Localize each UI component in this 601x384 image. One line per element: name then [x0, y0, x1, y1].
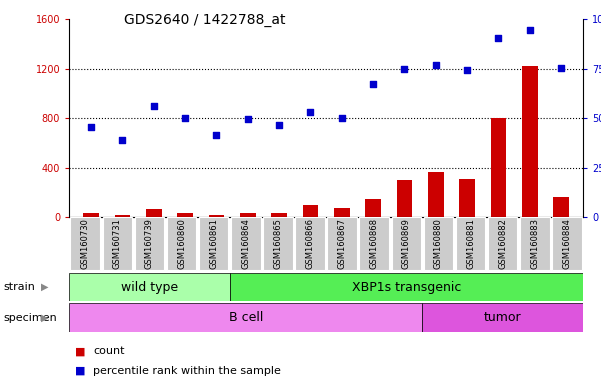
Text: ▶: ▶ [41, 282, 49, 292]
Text: GSM160880: GSM160880 [434, 218, 443, 269]
Bar [365, 199, 381, 217]
Text: GSM160860: GSM160860 [177, 218, 186, 269]
Bar [231, 217, 260, 270]
Bar [392, 217, 421, 270]
Text: GSM160868: GSM160868 [370, 218, 379, 269]
Text: GSM160883: GSM160883 [530, 218, 539, 269]
Bar [456, 217, 486, 270]
Text: GSM160739: GSM160739 [145, 218, 154, 269]
Bar [522, 66, 537, 217]
Text: GSM160867: GSM160867 [338, 218, 347, 269]
Bar [295, 217, 325, 270]
Bar [334, 208, 350, 217]
Text: GSM160865: GSM160865 [273, 218, 282, 269]
Bar [199, 217, 228, 270]
Text: GSM160881: GSM160881 [466, 218, 475, 269]
Text: GSM160866: GSM160866 [305, 218, 314, 269]
Point [400, 66, 409, 72]
Point [243, 116, 252, 122]
Bar [423, 303, 583, 332]
Bar [70, 217, 100, 270]
Point [525, 27, 534, 33]
Bar [103, 217, 132, 270]
Text: ■: ■ [75, 346, 85, 356]
Point [462, 67, 472, 73]
Text: ■: ■ [75, 366, 85, 376]
Bar [552, 217, 582, 270]
Text: GSM160869: GSM160869 [402, 218, 411, 269]
Point [212, 132, 221, 139]
Point [305, 109, 315, 115]
Bar [553, 197, 569, 217]
Text: XBP1s transgenic: XBP1s transgenic [352, 281, 461, 293]
Bar [69, 273, 230, 301]
Point [180, 115, 190, 121]
Point [431, 62, 441, 68]
Text: GSM160731: GSM160731 [113, 218, 122, 269]
Bar [428, 172, 444, 217]
Bar [209, 215, 224, 217]
Bar [459, 179, 475, 217]
Text: B cell: B cell [228, 311, 263, 324]
Text: GSM160730: GSM160730 [81, 218, 90, 269]
Bar [146, 209, 162, 217]
Text: GSM160882: GSM160882 [498, 218, 507, 269]
Bar [230, 273, 583, 301]
Text: count: count [93, 346, 124, 356]
Text: strain: strain [3, 282, 35, 292]
Bar [83, 213, 99, 217]
Bar [177, 213, 193, 217]
Text: ▶: ▶ [41, 313, 49, 323]
Bar [115, 215, 130, 217]
Bar [166, 217, 197, 270]
Point [149, 103, 159, 109]
Point [493, 35, 503, 41]
Point [86, 124, 96, 130]
Point [118, 137, 127, 143]
Text: specimen: specimen [3, 313, 56, 323]
Point [337, 115, 347, 121]
Bar [263, 217, 293, 270]
Point [274, 122, 284, 129]
Bar [328, 217, 357, 270]
Bar [488, 217, 517, 270]
Bar [424, 217, 453, 270]
Bar [69, 303, 423, 332]
Bar [359, 217, 389, 270]
Bar [490, 118, 506, 217]
Point [557, 65, 566, 71]
Text: percentile rank within the sample: percentile rank within the sample [93, 366, 281, 376]
Text: GDS2640 / 1422788_at: GDS2640 / 1422788_at [124, 13, 285, 27]
Text: GSM160884: GSM160884 [563, 218, 572, 269]
Bar [135, 217, 164, 270]
Bar [397, 180, 412, 217]
Bar [240, 213, 255, 217]
Point [368, 81, 378, 87]
Bar [271, 213, 287, 217]
Text: tumor: tumor [484, 311, 522, 324]
Bar [302, 205, 318, 217]
Text: wild type: wild type [121, 281, 178, 293]
Bar [520, 217, 549, 270]
Text: GSM160864: GSM160864 [241, 218, 250, 269]
Text: GSM160861: GSM160861 [209, 218, 218, 269]
